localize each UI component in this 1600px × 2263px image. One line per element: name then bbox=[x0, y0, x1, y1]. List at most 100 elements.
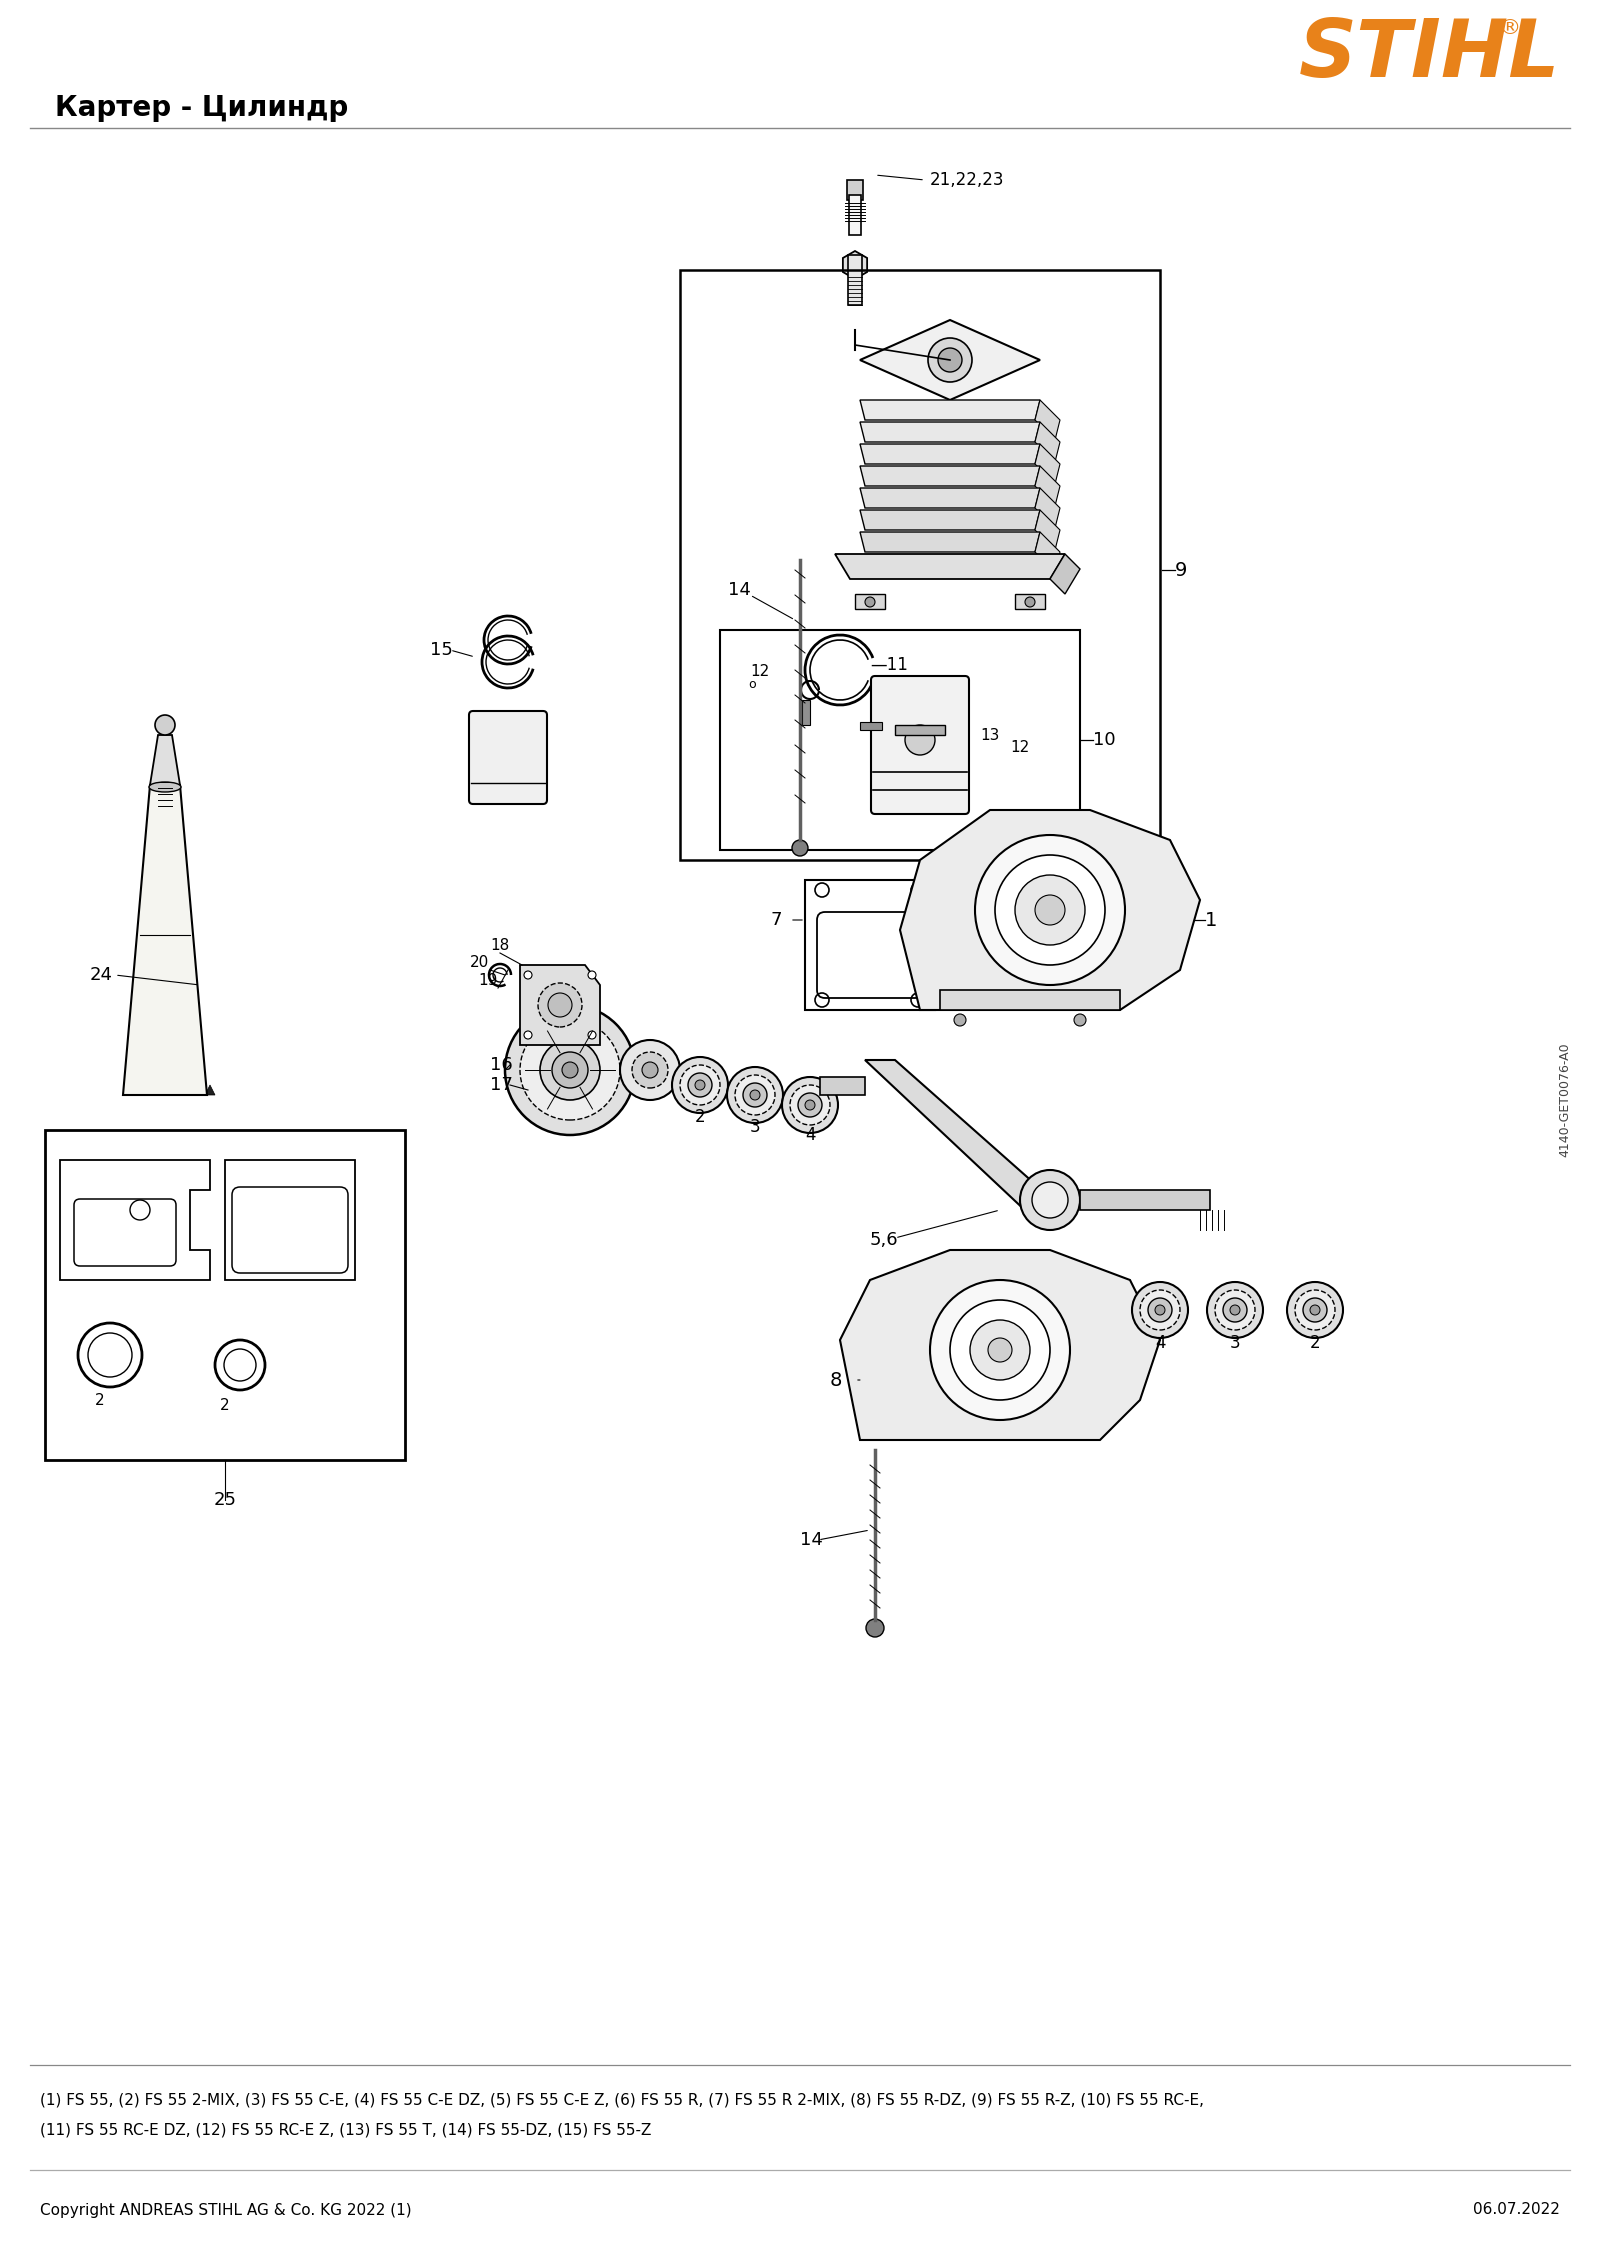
Circle shape bbox=[520, 1021, 621, 1120]
Bar bbox=[848, 256, 862, 306]
Circle shape bbox=[938, 349, 962, 371]
Circle shape bbox=[1230, 1306, 1240, 1315]
Polygon shape bbox=[861, 466, 1040, 487]
Polygon shape bbox=[205, 1084, 214, 1095]
Circle shape bbox=[1222, 1299, 1246, 1322]
Circle shape bbox=[541, 1041, 600, 1100]
Text: STIHL: STIHL bbox=[1299, 16, 1560, 95]
Bar bbox=[1080, 1190, 1210, 1211]
Text: 18: 18 bbox=[490, 937, 509, 953]
Text: 14: 14 bbox=[728, 582, 750, 600]
Polygon shape bbox=[195, 1084, 205, 1095]
Polygon shape bbox=[150, 735, 179, 785]
Bar bbox=[846, 181, 862, 199]
Circle shape bbox=[989, 1337, 1013, 1362]
Circle shape bbox=[688, 1073, 712, 1098]
Circle shape bbox=[1310, 1306, 1320, 1315]
Circle shape bbox=[866, 1618, 883, 1636]
Circle shape bbox=[792, 840, 808, 855]
Text: 2: 2 bbox=[1310, 1333, 1320, 1351]
Circle shape bbox=[680, 1066, 720, 1104]
Text: 3: 3 bbox=[750, 1118, 760, 1136]
Text: 4: 4 bbox=[1155, 1333, 1165, 1351]
Text: 06.07.2022: 06.07.2022 bbox=[1474, 2202, 1560, 2218]
Circle shape bbox=[970, 1319, 1030, 1380]
Text: (1) FS 55, (2) FS 55 2-MIX, (3) FS 55 C-E, (4) FS 55 C-E DZ, (5) FS 55 C-E Z, (6: (1) FS 55, (2) FS 55 2-MIX, (3) FS 55 C-… bbox=[40, 2093, 1205, 2107]
Text: 13: 13 bbox=[979, 726, 1000, 742]
Circle shape bbox=[1021, 1170, 1080, 1231]
Text: 9: 9 bbox=[1174, 561, 1187, 579]
Text: 2: 2 bbox=[694, 1109, 706, 1127]
Polygon shape bbox=[1035, 444, 1059, 484]
Text: 15: 15 bbox=[430, 640, 453, 659]
Circle shape bbox=[1139, 1290, 1181, 1331]
Text: 12: 12 bbox=[750, 665, 770, 679]
Text: Copyright ANDREAS STIHL AG & Co. KG 2022 (1): Copyright ANDREAS STIHL AG & Co. KG 2022… bbox=[40, 2202, 411, 2218]
Circle shape bbox=[906, 724, 934, 756]
Polygon shape bbox=[840, 1249, 1160, 1439]
Polygon shape bbox=[1035, 509, 1059, 550]
Circle shape bbox=[805, 1100, 814, 1109]
Text: 3: 3 bbox=[1230, 1333, 1240, 1351]
Circle shape bbox=[1286, 1283, 1342, 1337]
Circle shape bbox=[1133, 1283, 1187, 1337]
Circle shape bbox=[1032, 1181, 1069, 1217]
Circle shape bbox=[1206, 1283, 1262, 1337]
Circle shape bbox=[589, 1032, 595, 1039]
Circle shape bbox=[726, 1066, 782, 1122]
Polygon shape bbox=[1035, 489, 1059, 527]
Text: 14: 14 bbox=[800, 1532, 822, 1548]
Circle shape bbox=[552, 1052, 589, 1089]
Circle shape bbox=[694, 1079, 706, 1091]
Circle shape bbox=[1074, 1014, 1086, 1025]
Polygon shape bbox=[861, 421, 1040, 441]
Text: 20: 20 bbox=[470, 955, 490, 971]
Polygon shape bbox=[861, 489, 1040, 507]
Polygon shape bbox=[1035, 532, 1059, 573]
Polygon shape bbox=[174, 1084, 186, 1095]
Circle shape bbox=[1214, 1290, 1254, 1331]
Text: 12: 12 bbox=[1010, 740, 1029, 756]
Circle shape bbox=[930, 1281, 1070, 1419]
Circle shape bbox=[995, 855, 1106, 964]
Circle shape bbox=[798, 1093, 822, 1118]
Text: 2: 2 bbox=[94, 1394, 106, 1408]
Text: 7: 7 bbox=[770, 912, 781, 930]
Polygon shape bbox=[861, 509, 1040, 530]
Text: ®: ® bbox=[1499, 18, 1522, 38]
Text: 10: 10 bbox=[1093, 731, 1115, 749]
Circle shape bbox=[525, 1032, 531, 1039]
Polygon shape bbox=[125, 1084, 134, 1095]
Bar bbox=[226, 1161, 355, 1281]
Circle shape bbox=[1026, 597, 1035, 606]
FancyBboxPatch shape bbox=[469, 711, 547, 803]
Circle shape bbox=[672, 1057, 728, 1113]
Bar bbox=[802, 699, 810, 724]
Text: 8: 8 bbox=[830, 1371, 842, 1389]
Circle shape bbox=[589, 971, 595, 980]
Circle shape bbox=[562, 1061, 578, 1077]
Circle shape bbox=[790, 1084, 830, 1125]
Circle shape bbox=[954, 1014, 966, 1025]
Text: 2: 2 bbox=[221, 1399, 230, 1412]
Circle shape bbox=[642, 1061, 658, 1077]
Text: 1: 1 bbox=[1205, 910, 1218, 930]
Text: 4: 4 bbox=[805, 1127, 816, 1145]
Polygon shape bbox=[861, 319, 1040, 401]
Text: 5,6: 5,6 bbox=[870, 1231, 899, 1249]
Bar bbox=[861, 722, 882, 731]
Polygon shape bbox=[861, 532, 1040, 552]
Circle shape bbox=[632, 1052, 669, 1089]
Bar bbox=[894, 724, 946, 735]
Bar bbox=[720, 629, 1080, 851]
Circle shape bbox=[506, 1005, 635, 1136]
Polygon shape bbox=[123, 785, 206, 1095]
Text: Картер - Цилиндр: Картер - Цилиндр bbox=[54, 95, 349, 122]
Text: 21,22,23: 21,22,23 bbox=[930, 172, 1005, 190]
Circle shape bbox=[1035, 894, 1066, 926]
Bar bbox=[819, 1077, 866, 1095]
Circle shape bbox=[1302, 1299, 1326, 1322]
Polygon shape bbox=[899, 810, 1200, 1009]
Circle shape bbox=[782, 1077, 838, 1134]
Circle shape bbox=[1014, 876, 1085, 946]
